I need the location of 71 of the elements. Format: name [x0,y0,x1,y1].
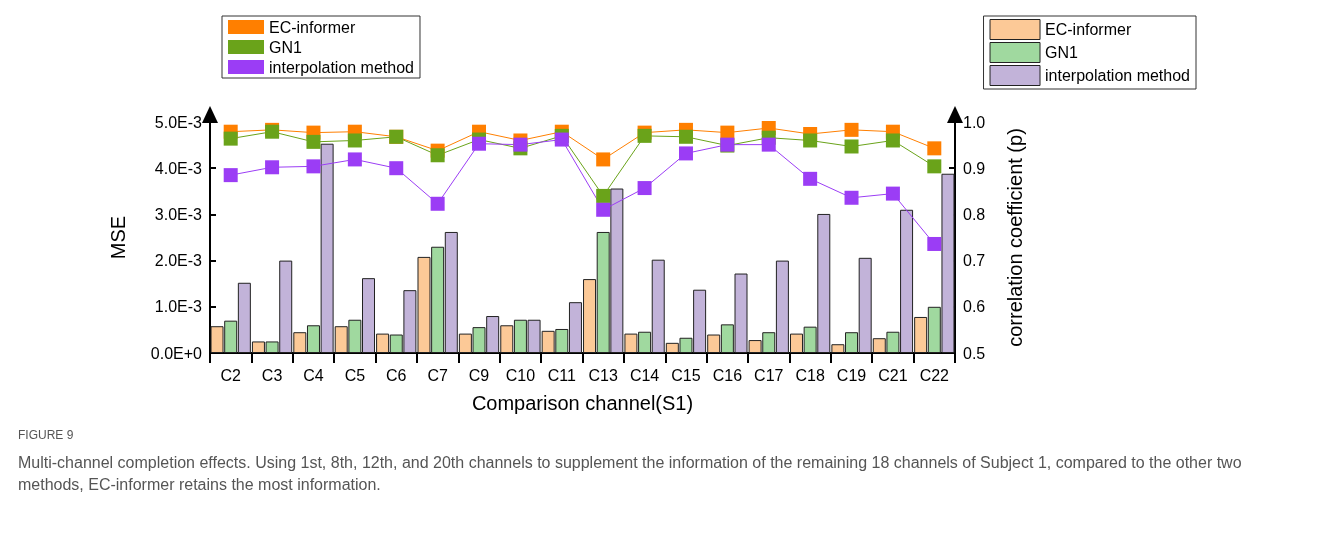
point [678,146,693,161]
legend-label: EC-informer [1045,21,1132,38]
point [430,148,445,163]
x-tick-label: C3 [261,366,283,384]
y-tick-label: 5.0E-3 [154,113,203,131]
point [803,171,818,186]
x-tick-label: C14 [629,366,660,384]
point [844,190,859,205]
legend-label: interpolation method [269,58,414,76]
x-tick-label: C19 [836,366,867,384]
point [430,196,445,211]
x-tick-label: C10 [505,366,536,384]
point [844,139,859,154]
y-tick-label: 3.0E-3 [154,205,203,223]
point [844,122,859,137]
x-tick-label: C21 [878,366,908,384]
y2-tick-label: 0.5 [963,344,986,362]
x-tick-label: C18 [795,366,825,384]
x-tick-label: C22 [919,366,950,384]
point [472,136,487,151]
point [803,133,818,148]
legend-label: EC-informer [269,18,356,36]
y-tick-label: 1.0E-3 [154,298,203,316]
x-tick-label: C16 [712,366,743,384]
point [306,159,321,174]
x-tick-label: C5 [344,366,366,384]
point [223,131,238,146]
x-tick-label: C17 [754,366,784,384]
point [596,188,611,203]
point [596,202,611,217]
y2-tick-label: 0.8 [963,205,986,223]
point [306,134,321,149]
y-tick-label: 4.0E-3 [154,159,203,177]
y-tick-label: 2.0E-3 [154,252,203,270]
x-axis-title: Comparison channel(S1) [471,392,694,414]
y2-tick-label: 1.0 [963,113,986,131]
y2-axis-title: correlation coefficient (p) [1004,128,1026,347]
y2-tick-label: 0.9 [963,159,986,177]
point [927,236,942,251]
point [885,133,900,148]
x-tick-label: C2 [220,366,242,384]
point [596,152,611,167]
x-tick-label: C7 [427,366,448,384]
y-tick-label: 0.0E+0 [150,344,203,362]
point [389,161,404,176]
x-tick-label: C15 [671,366,701,384]
x-tick-label: C9 [468,366,490,384]
point [513,137,528,152]
point [885,186,900,201]
x-tick-label: C11 [547,366,576,384]
x-tick-label: C13 [588,366,618,384]
text: Multi-channel completion effects. Using 1st, 8th, 12th, and 20th channels to supplement the information of the remaining 18 channels of Subject 1, compared to the other two methods, EC-informer retains the most information. [18,453,1243,495]
point [678,129,693,144]
point [637,181,652,196]
legend-label: GN1 [269,38,302,56]
legend-label: GN1 [1045,44,1079,61]
y2-tick-label: 0.7 [963,252,986,270]
point [927,159,942,174]
point [927,141,942,156]
point [761,137,776,152]
y2-tick-label: 0.6 [963,298,986,316]
point [347,133,362,148]
legend-label: interpolation method [1045,67,1190,84]
x-tick-label: C4 [303,366,324,384]
point [347,152,362,167]
point [554,132,569,147]
caption: FIGURE 9 [18,427,75,444]
point [223,168,238,183]
y-axis-title: MSE [107,215,129,260]
point [265,160,280,175]
x-tick-label: C6 [386,366,407,384]
